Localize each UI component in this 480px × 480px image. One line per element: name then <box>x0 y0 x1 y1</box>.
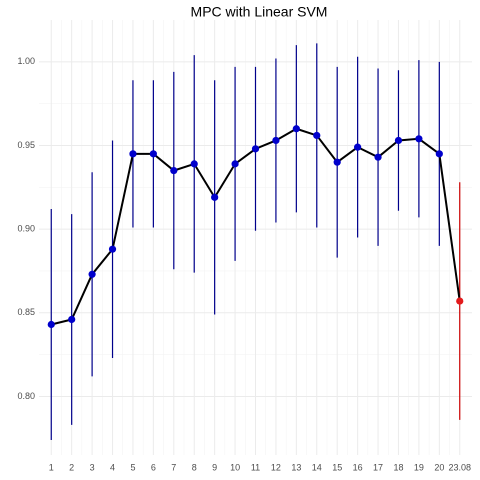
chart-title: MPC with Linear SVM <box>191 4 328 20</box>
y-tick-label: 0.85 <box>17 307 35 317</box>
data-point <box>68 315 76 324</box>
data-point <box>394 136 403 145</box>
data-point <box>374 153 382 161</box>
data-point <box>231 160 239 168</box>
x-tick-label: 23.08 <box>448 462 471 472</box>
x-tick-label: 5 <box>130 462 135 472</box>
data-point <box>47 320 55 329</box>
data-point <box>108 245 117 253</box>
x-tick-label: 11 <box>251 462 260 472</box>
y-tick-label: 1.00 <box>17 56 35 66</box>
y-tick-label: 0.95 <box>17 140 35 150</box>
data-point <box>292 125 300 133</box>
x-tick-label: 14 <box>312 462 322 472</box>
x-tick-label: 10 <box>230 462 240 472</box>
x-tick-label: 15 <box>332 462 342 472</box>
x-tick-label: 2 <box>69 462 74 472</box>
x-tick-label: 6 <box>151 462 156 472</box>
data-point <box>251 145 260 153</box>
x-tick-label: 4 <box>110 462 115 472</box>
x-tick-label: 16 <box>353 462 363 472</box>
data-point <box>272 136 280 145</box>
data-point <box>211 193 219 201</box>
y-tick-label: 0.90 <box>17 224 35 234</box>
x-tick-label: 20 <box>434 462 444 472</box>
x-tick-label: 8 <box>192 462 197 472</box>
data-point <box>170 166 178 175</box>
data-point <box>149 150 157 158</box>
x-tick-label: 12 <box>271 462 281 472</box>
data-point <box>333 158 341 166</box>
y-tick-label: 0.80 <box>17 391 35 401</box>
x-tick-label: 1 <box>49 462 54 472</box>
x-tick-label: 18 <box>393 462 403 472</box>
data-point <box>190 160 198 168</box>
data-point <box>456 297 464 305</box>
x-tick-label: 9 <box>212 462 217 472</box>
data-point <box>354 143 362 151</box>
x-tick-label: 3 <box>90 462 95 472</box>
x-tick-label: 17 <box>373 462 383 472</box>
x-tick-label: 13 <box>291 462 301 472</box>
data-point <box>435 150 443 158</box>
data-point <box>415 135 423 143</box>
data-point <box>129 150 137 158</box>
x-tick-label: 7 <box>171 462 176 472</box>
x-tick-label: 19 <box>414 462 424 472</box>
data-point <box>313 131 321 140</box>
data-point <box>88 270 96 278</box>
